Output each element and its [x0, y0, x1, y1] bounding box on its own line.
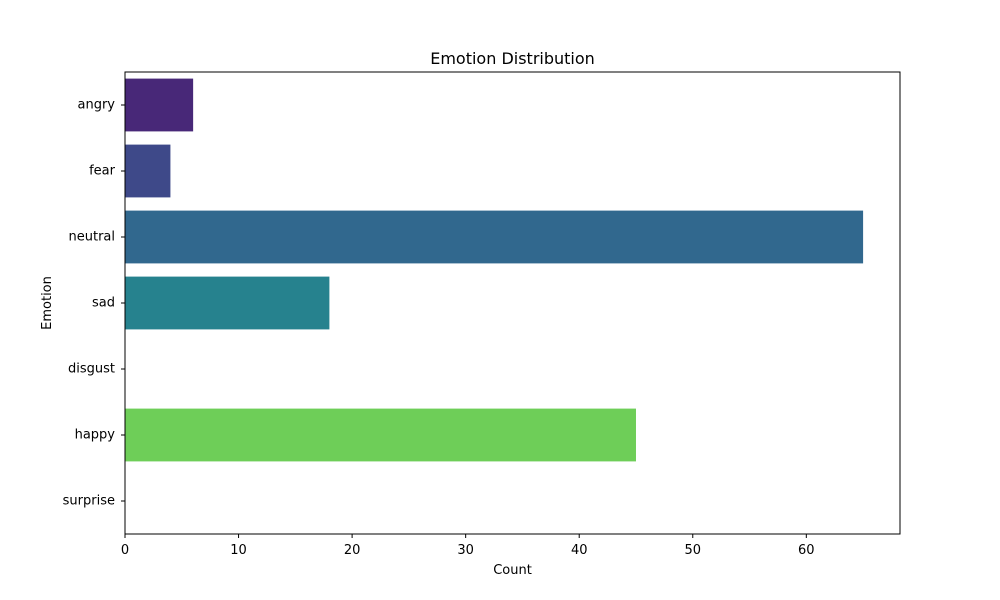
x-axis-label: Count	[493, 563, 532, 578]
y-tick-label-fear: fear	[89, 164, 116, 179]
y-tick-label-sad: sad	[92, 296, 115, 311]
y-axis-label: Emotion	[40, 276, 55, 330]
bars-group	[125, 78, 864, 462]
x-tick-label-50: 50	[684, 543, 701, 558]
y-axis-ticks: angry fear neutral sad disgust happy surprise	[63, 98, 125, 509]
x-tick-label-30: 30	[457, 543, 474, 558]
y-tick-label-neutral: neutral	[69, 230, 116, 245]
bar-fear	[125, 144, 171, 198]
bar-neutral	[125, 210, 864, 264]
x-tick-label-20: 20	[344, 543, 361, 558]
chart-title: Emotion Distribution	[430, 49, 595, 68]
y-tick-label-happy: happy	[75, 428, 116, 443]
y-tick-label-angry: angry	[78, 98, 116, 113]
bar-angry	[125, 78, 194, 132]
x-tick-label-0: 0	[121, 543, 129, 558]
y-tick-label-surprise: surprise	[63, 494, 115, 509]
plot-frame	[124, 71, 901, 535]
x-tick-label-40: 40	[571, 543, 588, 558]
bar-happy	[125, 408, 636, 462]
y-tick-label-disgust: disgust	[68, 362, 115, 377]
x-axis-ticks: 0 10 20 30 40 50 60	[121, 534, 815, 558]
x-tick-label-10: 10	[230, 543, 247, 558]
bar-sad	[125, 276, 330, 330]
x-tick-label-60: 60	[798, 543, 815, 558]
